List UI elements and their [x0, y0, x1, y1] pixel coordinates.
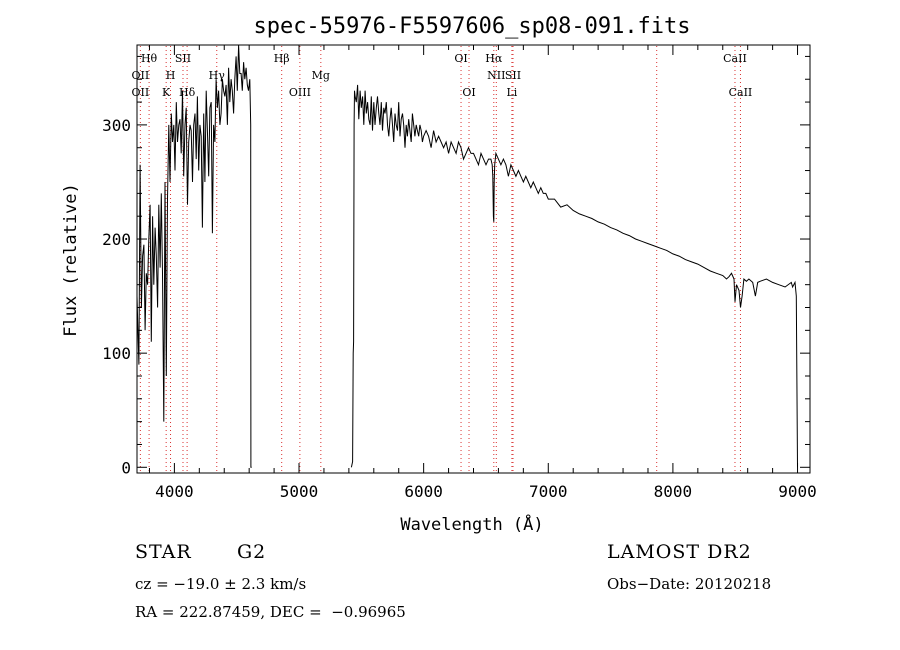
line-label: Hθ — [141, 52, 158, 65]
spectrum-segment — [350, 84, 798, 468]
object-class: STAR — [135, 541, 192, 563]
line-label: OI — [454, 52, 467, 65]
object-subclass: G2 — [237, 541, 267, 563]
x-tick-label: 4000 — [155, 482, 194, 501]
line-label: Hβ — [274, 52, 290, 65]
line-label: H — [166, 69, 176, 82]
survey-name: LAMOST DR2 — [607, 541, 752, 563]
y-tick-label: 200 — [102, 230, 131, 249]
x-axis: 4000 5000 6000 7000 8000 9000 — [148, 45, 817, 501]
line-label: CaII — [723, 52, 747, 65]
spectrum-segment — [136, 44, 252, 468]
x-tick-label: 9000 — [778, 482, 817, 501]
line-label: Mg — [312, 69, 330, 82]
y-tick-label: 0 — [121, 458, 131, 477]
line-label: Li — [506, 86, 517, 99]
y-axis: 0 100 200 300 — [102, 55, 810, 477]
line-label: OII — [132, 69, 150, 82]
line-label: SII — [505, 69, 521, 82]
plot-frame — [136, 44, 811, 474]
line-label: OII — [132, 86, 150, 99]
y-axis-label: Flux (relative) — [61, 183, 81, 337]
line-label: NII — [487, 69, 505, 82]
coordinates: RA = 222.87459, DEC = −0.96965 — [135, 603, 406, 621]
x-tick-label: 6000 — [404, 482, 443, 501]
line-label: Hδ — [179, 86, 196, 99]
y-tick-label: 100 — [102, 344, 131, 363]
line-label: CaII — [729, 86, 753, 99]
observation-date: Obs−Date: 20120218 — [607, 575, 772, 593]
line-label: Hα — [485, 52, 503, 65]
spectrum-line — [136, 44, 798, 468]
line-label: OIII — [289, 86, 311, 99]
line-label: SII — [175, 52, 191, 65]
chart-title: spec-55976-F5597606_sp08-091.fits — [253, 14, 690, 39]
redshift-cz: cz = −19.0 ± 2.3 km/s — [135, 575, 307, 593]
x-tick-label: 8000 — [654, 482, 693, 501]
line-label: OI — [462, 86, 475, 99]
line-label: Hγ — [209, 69, 226, 82]
x-tick-label: 7000 — [529, 482, 568, 501]
line-label: K — [162, 86, 171, 99]
spectral-line-markers — [139, 46, 741, 472]
y-tick-label: 300 — [102, 116, 131, 135]
x-tick-label: 5000 — [280, 482, 319, 501]
x-axis-label: Wavelength (Å) — [400, 513, 543, 535]
